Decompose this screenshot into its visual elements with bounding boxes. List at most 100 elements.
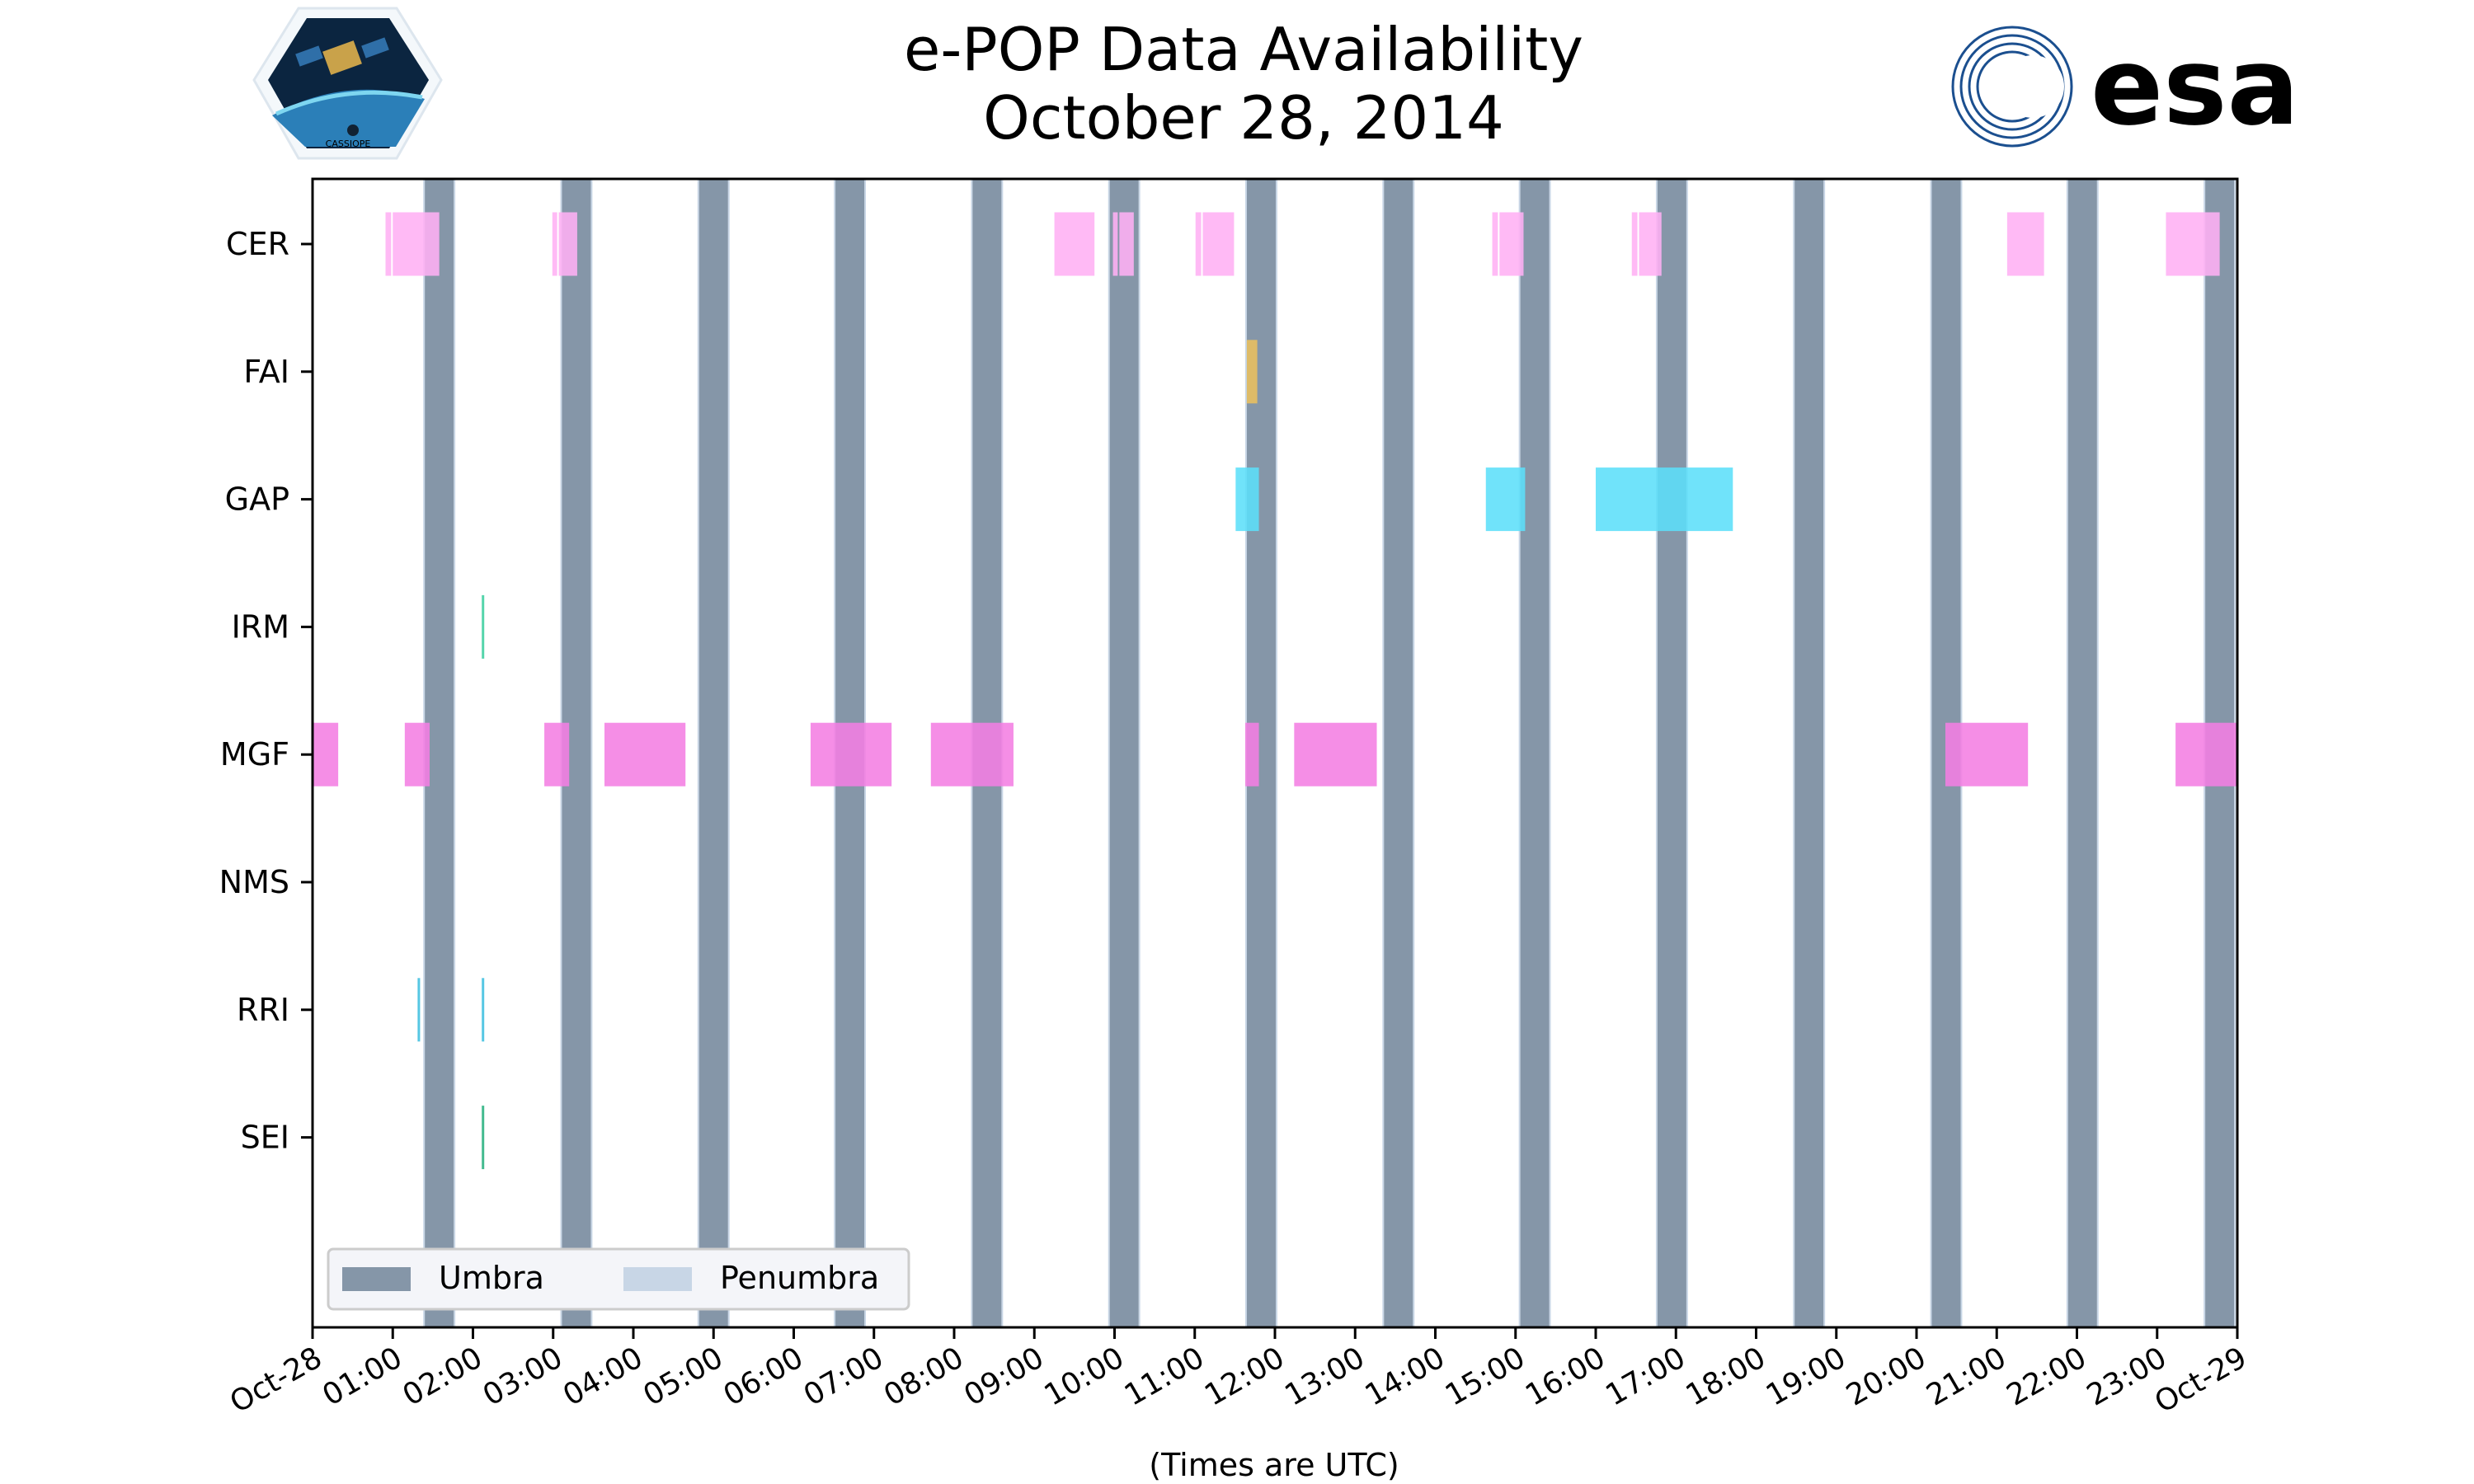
x-tick-label: Oct-28 xyxy=(224,1341,327,1420)
legend: Umbra Penumbra xyxy=(327,1247,910,1311)
umbra-band xyxy=(698,179,728,1327)
penumbra-band xyxy=(2066,179,2068,1327)
plot-area: CER FAI GAP IRM MGF NMS RRI SEI Oct-2801:0002:00… xyxy=(219,177,2253,1420)
availability-bar-cer xyxy=(558,212,577,276)
availability-bar-gap xyxy=(1485,467,1526,532)
x-tick-label: 05:00 xyxy=(637,1341,728,1412)
availability-bar-sei xyxy=(482,1106,485,1170)
x-tick-label: 13:00 xyxy=(1279,1341,1370,1412)
availability-bar-cer xyxy=(393,212,440,276)
x-axis-label: (Times are UTC) xyxy=(1149,1447,1399,1483)
availability-bar-fai xyxy=(1246,340,1258,404)
availability-bar-mgf xyxy=(810,722,892,787)
availability-bar-mgf xyxy=(1945,722,2029,787)
availability-bar-cer xyxy=(1195,212,1202,276)
availability-bar-mgf xyxy=(404,722,430,787)
availability-bar-mgf xyxy=(604,722,686,787)
esa-logo: esa xyxy=(1951,24,2299,149)
penumbra-band xyxy=(1655,179,1658,1327)
penumbra-band xyxy=(727,179,730,1327)
chart-subtitle: October 28, 2014 xyxy=(983,83,1504,153)
umbra-band xyxy=(2067,179,2097,1327)
x-tick-label: 22:00 xyxy=(2001,1341,2092,1412)
availability-bar-cer xyxy=(2166,212,2220,276)
umbra-band xyxy=(1657,179,1686,1327)
x-tick-label: 06:00 xyxy=(718,1341,809,1412)
y-tick-label: RRI xyxy=(237,992,289,1028)
legend-box xyxy=(327,1247,910,1311)
penumbra-band xyxy=(1686,179,1688,1327)
y-tick-label: SEI xyxy=(241,1120,289,1156)
penumbra-band xyxy=(697,179,699,1327)
legend-swatch-penumbra xyxy=(623,1267,692,1291)
availability-bar-mgf xyxy=(1294,722,1377,787)
legend-swatch-umbra xyxy=(342,1267,411,1291)
penumbra-band xyxy=(1275,179,1277,1327)
availability-bar-mgf xyxy=(1245,722,1259,787)
y-tick-label: GAP xyxy=(225,481,289,518)
legend-label-umbra: Umbra xyxy=(439,1260,544,1296)
x-tick-label: 01:00 xyxy=(317,1341,407,1412)
availability-bar-cer xyxy=(385,212,392,276)
y-tick-label: FAI xyxy=(243,354,289,390)
availability-bar-cer xyxy=(1202,212,1235,276)
x-tick-label: 11:00 xyxy=(1119,1341,1210,1412)
availability-bar-rri xyxy=(482,978,485,1042)
umbra-band xyxy=(1384,179,1413,1327)
x-tick-label: 09:00 xyxy=(958,1341,1049,1412)
x-tick-label: 20:00 xyxy=(1841,1341,1931,1412)
penumbra-band xyxy=(1138,179,1141,1327)
x-tick-label: 17:00 xyxy=(1600,1341,1691,1412)
chart-title: e-POP Data Availability xyxy=(904,15,1583,84)
availability-bar-cer xyxy=(1054,212,1095,276)
esa-logo-text: esa xyxy=(2091,24,2299,149)
availability-bar-irm xyxy=(482,594,485,659)
penumbra-band xyxy=(1518,179,1521,1327)
penumbra-band xyxy=(1823,179,1826,1327)
availability-bar-cer xyxy=(1499,212,1524,276)
penumbra-band xyxy=(454,179,456,1327)
x-tick-label: 15:00 xyxy=(1440,1341,1531,1412)
availability-bar-cer xyxy=(2006,212,2044,276)
y-tick-label: CER xyxy=(226,226,289,262)
cassiope-logo: CASSIOPE xyxy=(252,7,443,160)
x-tick-label: 04:00 xyxy=(557,1341,648,1412)
penumbra-band xyxy=(2096,179,2099,1327)
availability-bar-gap xyxy=(1596,467,1733,532)
cassiope-logo-text: CASSIOPE xyxy=(326,139,371,149)
availability-bar-mgf xyxy=(930,722,1014,787)
y-tick-label: IRM xyxy=(232,608,289,645)
penumbra-band xyxy=(1108,179,1110,1327)
availability-bar-mgf xyxy=(2175,722,2237,787)
umbra-band xyxy=(1794,179,1824,1327)
penumbra-band xyxy=(590,179,593,1327)
x-tick-label: 12:00 xyxy=(1199,1341,1290,1412)
availability-bar-cer xyxy=(1631,212,1638,276)
y-tick-label: NMS xyxy=(219,864,289,900)
y-tick-label: MGF xyxy=(220,736,289,773)
x-tick-label: 10:00 xyxy=(1039,1341,1130,1412)
x-tick-label: 16:00 xyxy=(1520,1341,1611,1412)
availability-bar-mgf xyxy=(544,722,570,787)
x-tick-label: 02:00 xyxy=(397,1341,488,1412)
availability-bar-cer xyxy=(1492,212,1498,276)
penumbra-band xyxy=(1413,179,1415,1327)
x-tick-label: 03:00 xyxy=(477,1341,568,1412)
availability-bar-gap xyxy=(1235,467,1259,532)
x-tick-label: Oct-29 xyxy=(2149,1341,2252,1420)
x-tick-label: 18:00 xyxy=(1681,1341,1771,1412)
penumbra-band xyxy=(1793,179,1795,1327)
availability-bar-cer xyxy=(1112,212,1118,276)
availability-bar-rri xyxy=(417,978,421,1042)
availability-bar-cer xyxy=(1119,212,1134,276)
penumbra-band xyxy=(1549,179,1551,1327)
availability-bar-cer xyxy=(1639,212,1662,276)
availability-bar-cer xyxy=(552,212,557,276)
x-tick-label: 07:00 xyxy=(798,1341,889,1412)
umbra-band xyxy=(425,179,454,1327)
x-tick-label: 08:00 xyxy=(878,1341,969,1412)
availability-bar-mgf xyxy=(313,722,339,787)
x-tick-label: 21:00 xyxy=(1921,1341,2011,1412)
penumbra-band xyxy=(1382,179,1385,1327)
